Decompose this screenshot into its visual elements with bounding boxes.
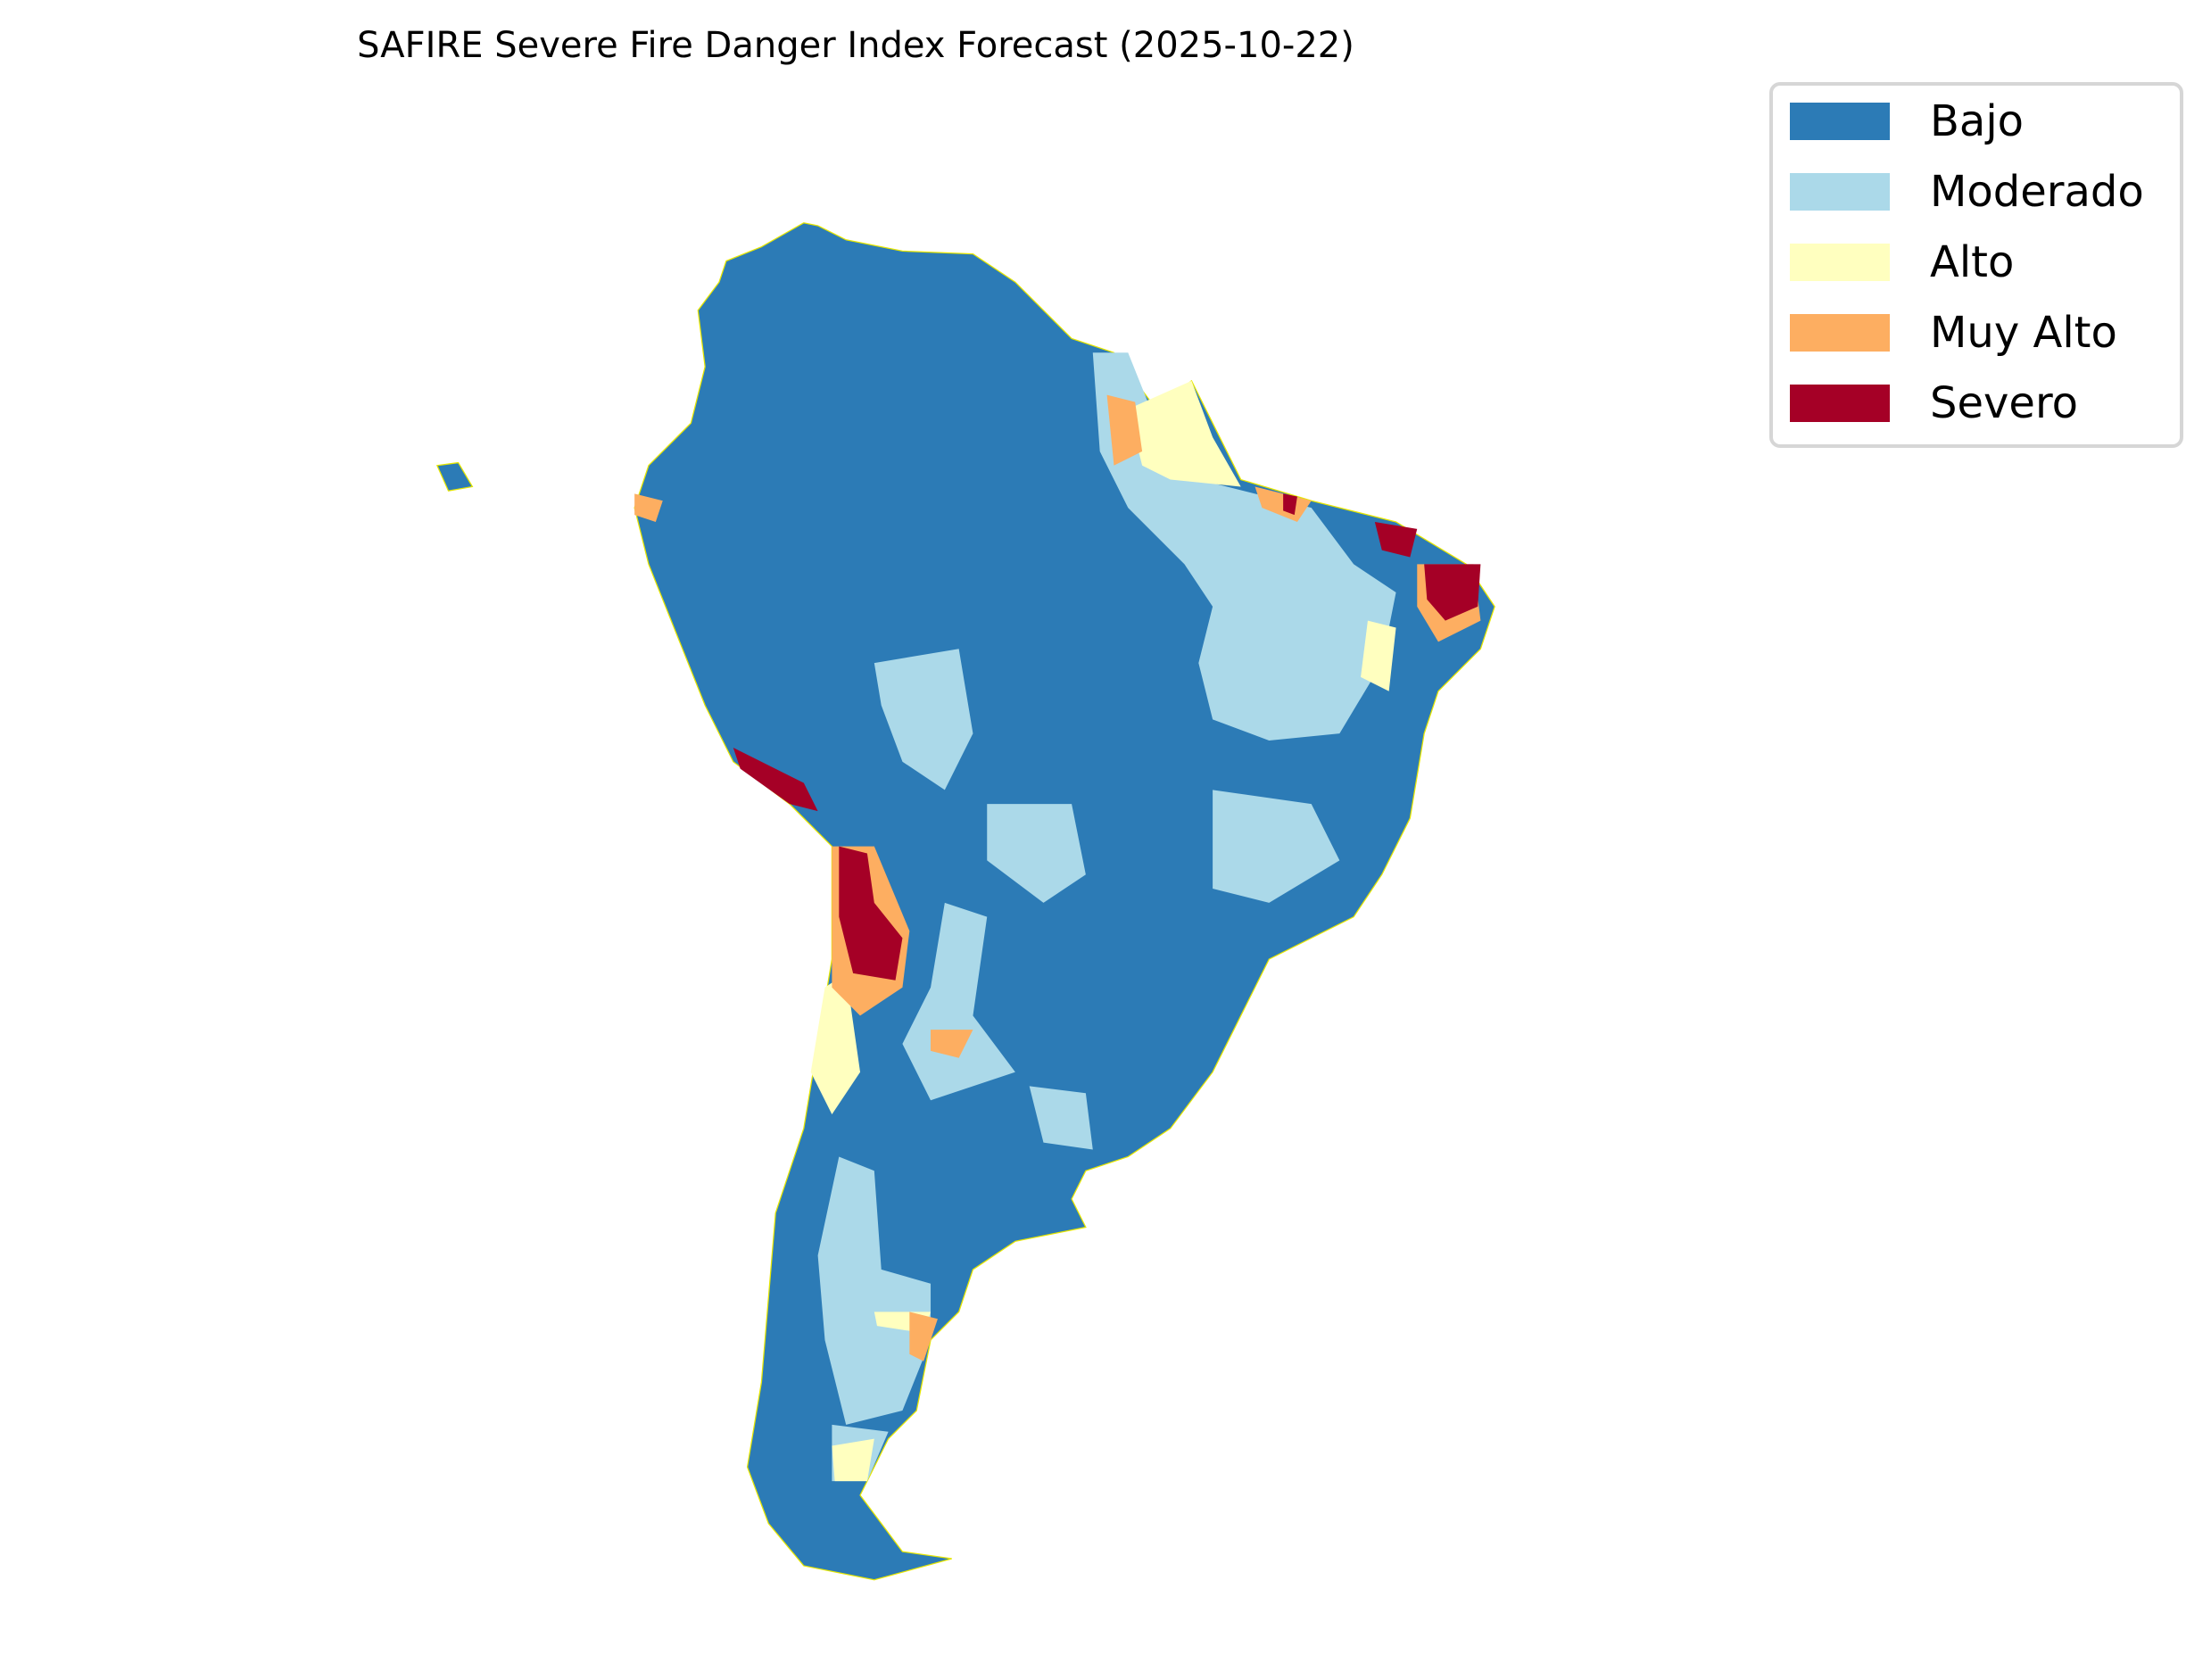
region-moderado-bolivia: [874, 649, 973, 790]
map-title: SAFIRE Severe Fire Danger Index Forecast…: [357, 25, 1354, 66]
region-moderado-brazil-south: [1213, 790, 1340, 903]
legend-label: Severo: [1930, 378, 2078, 428]
region-alto-brazil: [1361, 620, 1396, 691]
legend-item-alto: Alto: [1790, 237, 2015, 287]
region-severo-piaui: [1374, 521, 1418, 558]
region-moderado-paraguay: [987, 804, 1086, 903]
legend-label: Alto: [1930, 237, 2015, 287]
region-moderado-patagonia: [817, 1156, 932, 1425]
region-alto-chile: [810, 972, 861, 1115]
legend-swatch: [1790, 385, 1890, 422]
region-alto-patagonia: [832, 1438, 874, 1482]
region-severo-ceara: [1424, 564, 1481, 621]
legend-swatch: [1790, 314, 1890, 352]
region-severo-maranhao: [1283, 493, 1297, 516]
legend-item-muy-alto: Muy Alto: [1790, 308, 2117, 358]
legend-swatch: [1790, 173, 1890, 211]
legend-swatch: [1790, 103, 1890, 140]
galapagos-islands: [435, 461, 474, 492]
legend-item-moderado: Moderado: [1790, 167, 2144, 217]
region-alto-northeast: [1128, 380, 1241, 487]
legend: Bajo Moderado Alto Muy Alto Severo: [1769, 82, 2183, 448]
region-muyalto-cordoba: [931, 1030, 973, 1058]
legend-item-severo: Severo: [1790, 378, 2078, 428]
legend-item-bajo: Bajo: [1790, 96, 2025, 146]
region-severo-peru-coast: [733, 747, 818, 812]
legend-swatch: [1790, 244, 1890, 281]
continent-bajo: [633, 222, 1495, 1581]
region-muyalto-amapa: [1106, 394, 1143, 466]
legend-label: Bajo: [1930, 96, 2025, 146]
region-muyalto-chubut: [909, 1312, 938, 1361]
legend-label: Muy Alto: [1930, 308, 2117, 358]
region-severo-puna: [839, 846, 903, 981]
region-moderado-uruguay: [1029, 1086, 1093, 1150]
region-muyalto-ecuador: [634, 493, 663, 522]
legend-label: Moderado: [1930, 167, 2144, 217]
